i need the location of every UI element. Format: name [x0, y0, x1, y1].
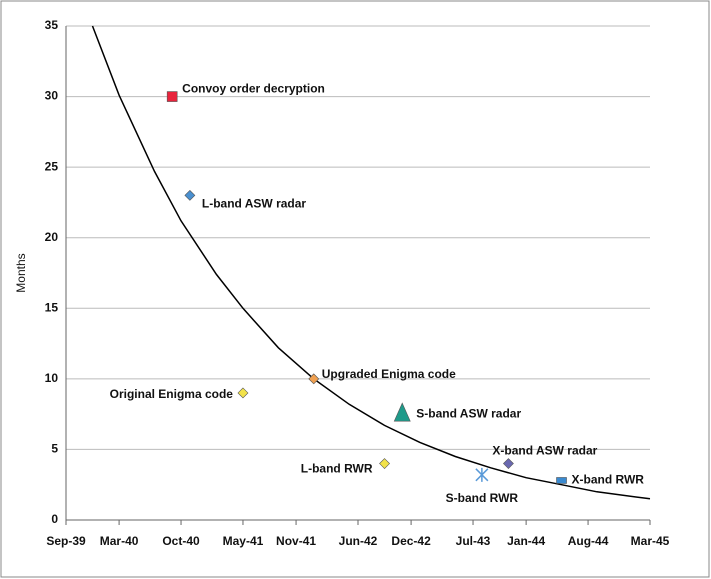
x-tick-label: Sep-39 [46, 534, 86, 548]
point-label: X-band ASW radar [492, 444, 597, 458]
x-tick-label: Nov-41 [276, 534, 316, 548]
y-tick-label: 0 [51, 512, 58, 526]
marker [393, 402, 411, 422]
marker [237, 387, 249, 399]
x-tick-label: Mar-40 [100, 534, 139, 548]
marker [502, 458, 514, 469]
y-tick-label: 35 [45, 18, 59, 32]
marker [184, 189, 196, 201]
x-tick-label: May-41 [223, 534, 264, 548]
marker [166, 91, 178, 102]
point-label: S-band RWR [446, 491, 519, 505]
point-label: Upgraded Enigma code [322, 367, 456, 381]
point-label: Original Enigma code [110, 387, 234, 401]
point-label: S-band ASW radar [416, 406, 521, 420]
x-tick-label: Jan-44 [507, 534, 545, 548]
y-tick-label: 10 [45, 371, 59, 385]
x-tick-label: Aug-44 [568, 534, 609, 548]
point-label: L-band RWR [301, 462, 373, 476]
marker [475, 467, 489, 482]
marker [556, 477, 567, 484]
marker [379, 458, 390, 469]
x-tick-label: Jul-43 [456, 534, 491, 548]
y-tick-label: 15 [45, 300, 59, 314]
x-tick-label: Mar-45 [631, 534, 670, 548]
x-tick-label: Dec-42 [391, 534, 431, 548]
y-axis-label: Months [14, 253, 28, 292]
x-tick-label: Oct-40 [162, 534, 200, 548]
x-tick-label: Jun-42 [339, 534, 378, 548]
y-tick-label: 25 [45, 159, 59, 173]
fit-curve [91, 25, 651, 500]
y-tick-label: 30 [45, 89, 59, 103]
y-tick-label: 20 [45, 230, 59, 244]
point-label: Convoy order decryption [182, 82, 325, 96]
point-label: X-band RWR [572, 473, 645, 487]
point-label: L-band ASW radar [202, 197, 307, 211]
marker [308, 373, 320, 385]
y-tick-label: 5 [51, 442, 58, 456]
